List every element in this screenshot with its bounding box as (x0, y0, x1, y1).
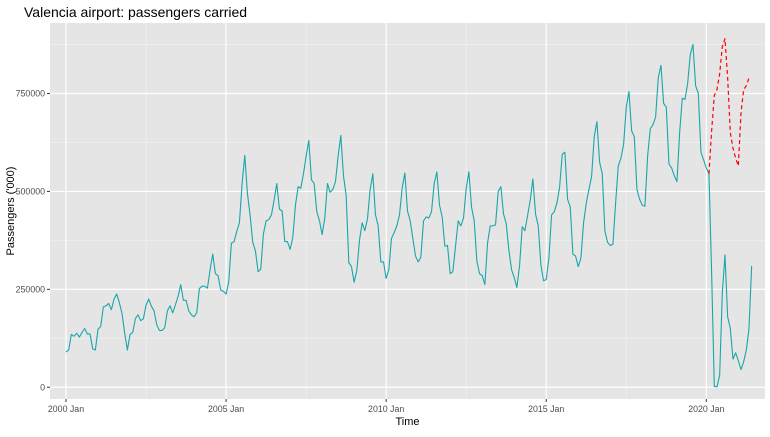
series-line-0 (65, 43, 753, 388)
chart-title: Valencia airport: passengers carried (24, 4, 247, 20)
y-tick-label: 250000 (16, 284, 45, 294)
x-axis: 2000 Jan 2005 Jan 2010 Jan 2015 Jan 2020 Jan (48, 399, 725, 414)
x-tick-label: 2000 Jan (48, 404, 84, 414)
y-tick-label: 0 (40, 382, 45, 392)
series-layer (65, 38, 753, 388)
y-tick-label: 750000 (16, 89, 45, 99)
x-tick-label: 2010 Jan (368, 404, 404, 414)
x-tick-label: 2020 Jan (688, 404, 724, 414)
x-axis-label: Time (395, 416, 419, 428)
x-tick-label: 2015 Jan (528, 404, 564, 414)
minor-gridlines (50, 23, 765, 399)
y-axis-label: Passengers ('000) (5, 167, 17, 256)
y-axis: 0 250000 500000 750000 (16, 89, 50, 392)
x-tick-label: 2005 Jan (208, 404, 244, 414)
y-tick-label: 500000 (16, 186, 45, 196)
major-gridlines (50, 23, 765, 399)
series-line-1 (708, 38, 750, 174)
